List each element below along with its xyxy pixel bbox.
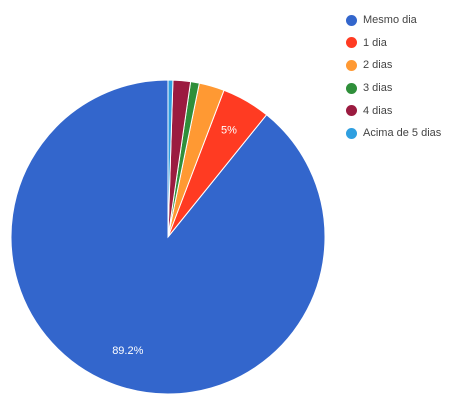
legend-swatch [346,37,357,49]
legend-swatch [346,105,357,117]
pie-slice-6 [167,79,174,238]
legend-label: 1 dia [363,36,387,49]
data-label-2: 5% [221,125,237,137]
legend-item: 4 dias [346,99,472,122]
chart-legend: Mesmo dia 1 dia 2 dias 3 dias 4 dias Acima de… [346,9,472,145]
legend-swatch [346,59,357,71]
legend-label: 3 dias [363,82,393,95]
legend-item: 3 dias [346,77,472,100]
pie-data-labels: 89.2% 5% [112,125,237,357]
legend-swatch [346,82,357,94]
legend-label: 2 dias [363,59,393,72]
pie-slices [10,79,326,395]
legend-label: Mesmo dia [363,14,417,27]
legend-swatch [346,14,357,26]
legend-item: Acima de 5 dias [346,122,472,145]
legend-item: Mesmo dia [346,9,472,32]
legend-item: 1 dia [346,32,472,55]
legend-swatch [346,127,357,139]
legend-label: Acima de 5 dias [363,127,442,140]
legend-item: 2 dias [346,54,472,77]
data-label-1: 89.2% [112,345,143,357]
legend-label: 4 dias [363,104,393,117]
